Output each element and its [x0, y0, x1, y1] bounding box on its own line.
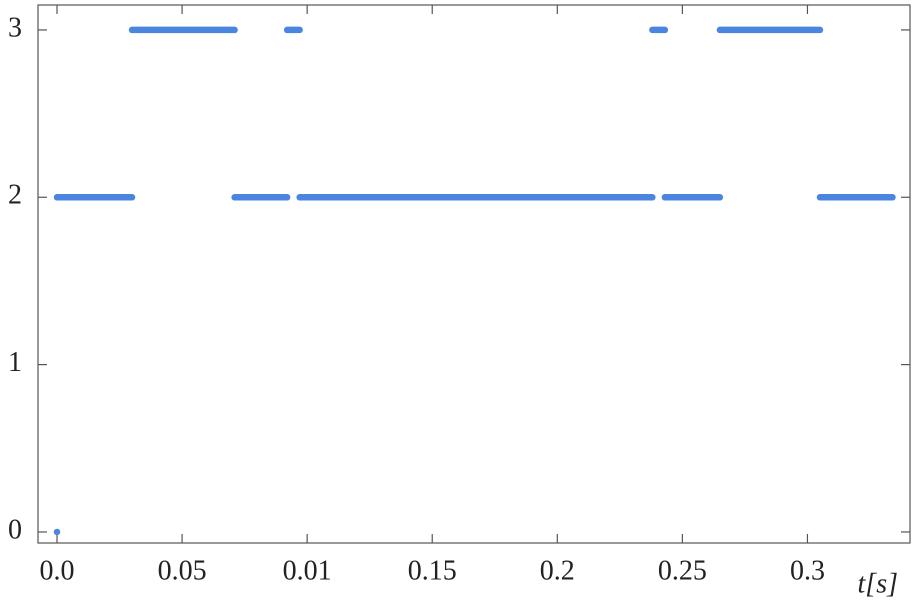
- x-axis-label: t[s]: [858, 568, 898, 599]
- plot-frame: [37, 4, 911, 544]
- x-tick-label: 0.25: [658, 555, 707, 586]
- y-tick-label: 1: [8, 347, 22, 378]
- x-tick-label: 0.3: [790, 555, 825, 586]
- x-tick-label: 0.15: [408, 555, 457, 586]
- x-tick-label: 0.01: [283, 555, 332, 586]
- y-tick-label: 3: [8, 12, 22, 43]
- x-tick-label: 0.05: [158, 555, 207, 586]
- x-tick-label: 0.2: [540, 555, 575, 586]
- y-tick-label: 0: [8, 514, 22, 545]
- y-tick-label: 2: [8, 180, 22, 211]
- x-tick-label: 0.0: [40, 555, 75, 586]
- data-line: [53, 26, 896, 536]
